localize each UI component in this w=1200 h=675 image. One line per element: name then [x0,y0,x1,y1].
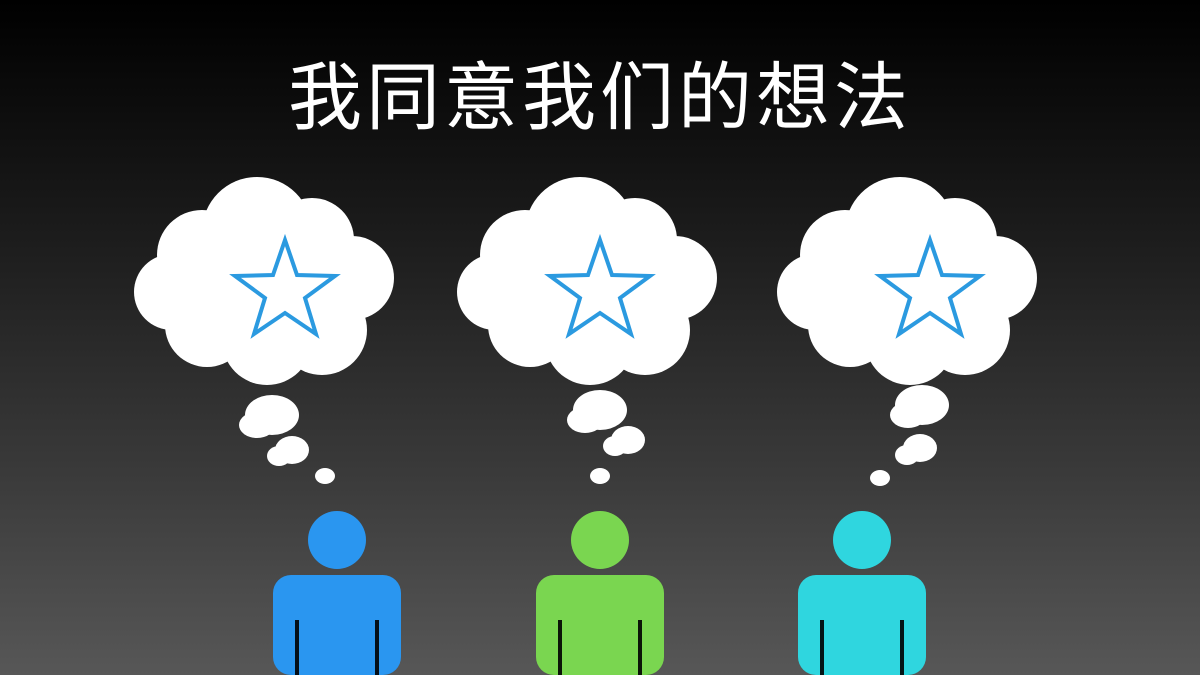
thought-figure [777,177,1037,675]
thought-figure [134,177,401,675]
person-group-1 [107,0,447,675]
star-outline-icon [544,233,656,339]
person-icon [273,511,401,675]
star-outline-icon [229,233,341,339]
slide-title: 我同意我们的想法 [288,55,912,141]
person-icon [798,511,926,675]
thought-bubbles [870,385,949,486]
person-icon [536,511,664,675]
thought-bubbles [567,390,645,484]
thought-cloud [457,177,717,385]
thought-cloud [134,177,394,385]
thought-figure [457,177,717,675]
star-outline-icon [874,233,986,339]
thought-bubbles [239,395,335,484]
person-group-2 [430,0,770,675]
thought-cloud [777,177,1037,385]
person-group-3 [750,0,1090,675]
